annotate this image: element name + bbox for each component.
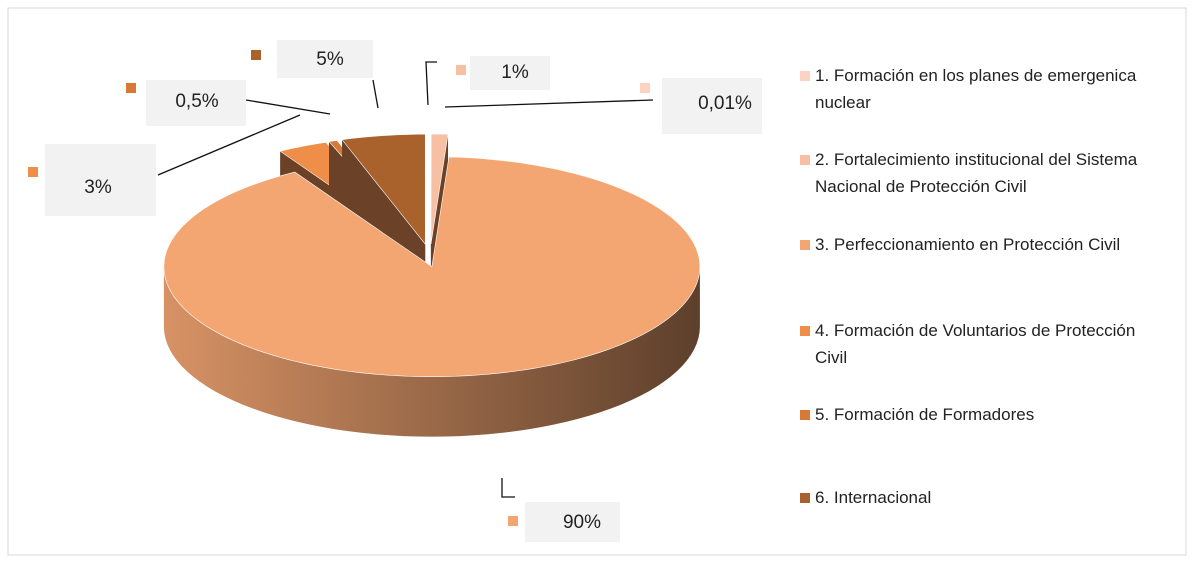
label-box bbox=[45, 144, 156, 216]
pie bbox=[163, 133, 701, 437]
leader-line bbox=[444, 99, 654, 108]
legend-label: 3. Perfeccionamiento en Protección Civil bbox=[815, 235, 1121, 254]
label-box bbox=[146, 80, 246, 126]
label-marker bbox=[126, 83, 136, 93]
label-marker bbox=[508, 516, 518, 526]
label-marker bbox=[456, 65, 466, 75]
label-box bbox=[470, 56, 550, 90]
legend-marker bbox=[800, 410, 810, 420]
label-box bbox=[525, 502, 620, 542]
slice-side-shade bbox=[163, 266, 700, 437]
data-label: 3% bbox=[84, 177, 112, 198]
legend-marker bbox=[800, 240, 810, 250]
label-box bbox=[277, 40, 373, 78]
slice-top bbox=[163, 156, 701, 377]
legend-marker bbox=[800, 326, 810, 336]
legend-marker bbox=[800, 155, 810, 165]
legend-marker bbox=[800, 71, 810, 81]
legend-label: 6. Internacional bbox=[815, 488, 932, 507]
data-label: 0,01% bbox=[698, 93, 752, 114]
leader-line bbox=[245, 99, 331, 115]
leader-line bbox=[501, 478, 515, 498]
slice-top bbox=[341, 133, 426, 246]
data-labels: 0,01% 1% 90% 3% 0,5% 5% bbox=[28, 40, 762, 542]
data-label: 5% bbox=[316, 49, 344, 70]
slice-top bbox=[430, 133, 449, 245]
data-label: 1% bbox=[501, 62, 529, 83]
leader-line bbox=[425, 61, 437, 106]
data-label: 90% bbox=[563, 512, 601, 533]
legend-label: 4. Formación de Voluntarios de Protecció… bbox=[815, 321, 1136, 367]
label-marker bbox=[28, 167, 38, 177]
label-marker bbox=[251, 50, 261, 60]
slice bbox=[163, 156, 701, 437]
legend-label: 1. Formación en los planes de emergenica… bbox=[815, 66, 1137, 112]
leader-line bbox=[157, 114, 301, 176]
legend-marker bbox=[800, 493, 810, 503]
legend-label: 5. Formación de Formadores bbox=[815, 405, 1035, 424]
label-marker bbox=[640, 83, 650, 93]
frame bbox=[7, 7, 1187, 556]
label-box bbox=[662, 78, 762, 134]
data-label: 0,5% bbox=[175, 91, 218, 112]
leader-line bbox=[372, 79, 379, 109]
legend-label: 2. Fortalecimiento institucional del Sis… bbox=[815, 150, 1138, 196]
